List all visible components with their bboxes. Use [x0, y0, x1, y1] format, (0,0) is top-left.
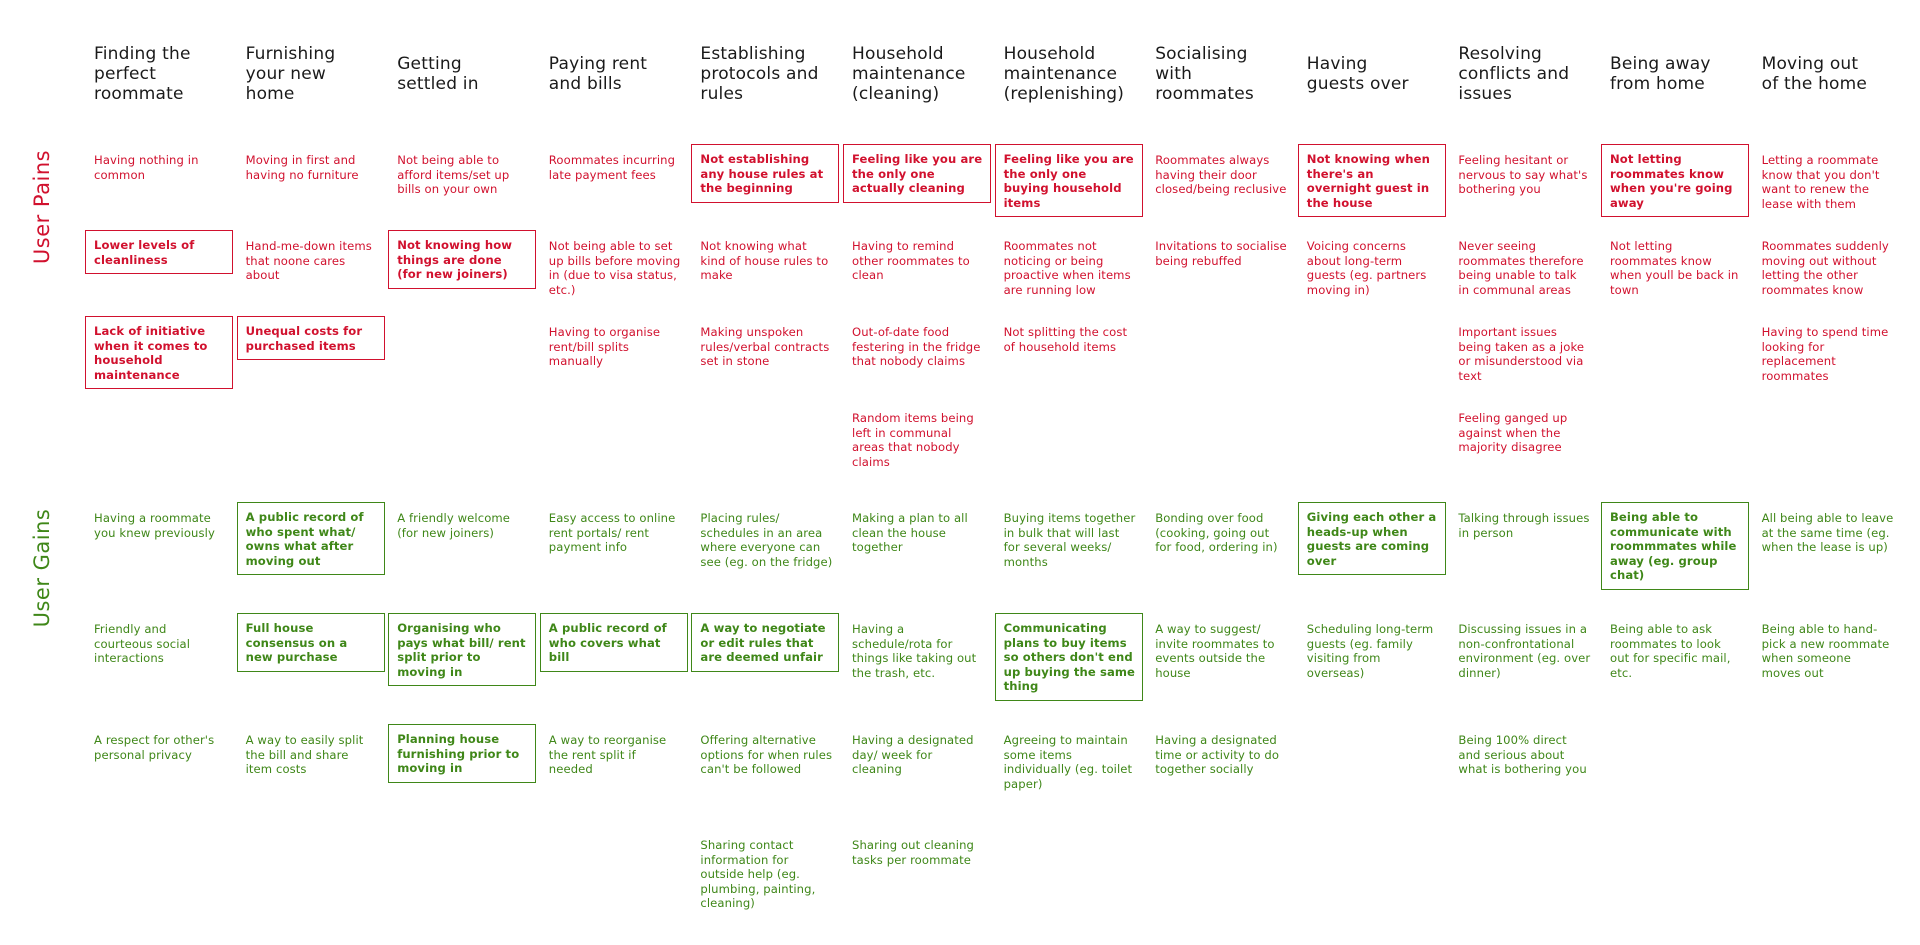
pain-note: Not letting roommates know when youll be… — [1610, 239, 1739, 297]
column-title: Household maintenance (cleaning) — [852, 44, 966, 104]
gain-note: A way to reorganise the rent split if ne… — [548, 733, 667, 777]
gain-note: Agreeing to maintain some items individu… — [1003, 733, 1133, 791]
gain-note: Easy access to online rent portals/ rent… — [548, 511, 676, 555]
column-title: Household maintenance (replenishing) — [1003, 44, 1125, 104]
gain-note: Having a schedule/rota for things like t… — [852, 622, 977, 680]
pain-note: Having to spend time looking for replace… — [1761, 325, 1889, 383]
pain-note: Moving in first and having no furniture — [245, 153, 359, 182]
pain-highlighted-note: Feeling like you are the only one buying… — [994, 144, 1143, 218]
gain-note: Scheduling long-term guests (eg. family … — [1306, 622, 1434, 680]
gain-note: A way to suggest/ invite roommates to ev… — [1155, 622, 1275, 680]
pain-highlighted-note: Lack of initiative when it comes to hous… — [85, 316, 233, 390]
pain-note: Out-of-date food festering in the fridge… — [852, 325, 981, 369]
pain-note: Roommates suddenly moving out without le… — [1761, 239, 1889, 297]
pain-note: Random items being left in communal area… — [852, 411, 974, 469]
user-pains-label: User Pains — [30, 149, 54, 265]
gain-note: Discussing issues in a non-confrontation… — [1458, 622, 1591, 680]
gain-note: A friendly welcome (for new joiners) — [397, 511, 511, 540]
gain-note: Placing rules/ schedules in an area wher… — [700, 511, 833, 569]
pain-note: Never seeing roommates therefore being u… — [1458, 239, 1584, 297]
pain-note: Having to organise rent/bill splits manu… — [548, 325, 661, 369]
gain-highlighted-note: Communicating plans to buy items so othe… — [994, 613, 1143, 701]
pain-highlighted-note: Not letting roommates know when you're g… — [1601, 144, 1749, 218]
column-title: Having guests over — [1306, 54, 1409, 94]
pain-note: Roommates incurring late payment fees — [548, 153, 676, 182]
pain-note: Important issues being taken as a joke o… — [1458, 325, 1585, 383]
gain-note: Having a designated time or activity to … — [1155, 733, 1280, 777]
column-title: Paying rent and bills — [548, 54, 648, 94]
gain-note: Talking through issues in person — [1458, 511, 1590, 540]
pain-highlighted-note: Not knowing how things are done (for new… — [388, 230, 537, 289]
pain-note: Voicing concerns about long-term guests … — [1306, 239, 1427, 297]
gain-highlighted-note: Organising who pays what bill/ rent spli… — [388, 613, 537, 687]
gain-note: Buying items together in bulk that will … — [1003, 511, 1136, 569]
gain-note: Bonding over food (cooking, going out fo… — [1155, 511, 1278, 555]
column-title: Socialising with roommates — [1155, 44, 1254, 104]
gain-note: Being able to hand-pick a new roommate w… — [1761, 622, 1890, 680]
pain-note: Having nothing in common — [94, 153, 199, 182]
pain-note: Hand-me-down items that noone cares abou… — [245, 239, 372, 283]
gain-note: Having a roommate you knew previously — [94, 511, 215, 540]
pain-note: Making unspoken rules/verbal contracts s… — [700, 325, 830, 369]
gain-note: A respect for other's personal privacy — [94, 733, 215, 762]
pain-note: Letting a roommate know that you don't w… — [1761, 153, 1880, 211]
column-title: Resolving conflicts and issues — [1458, 44, 1570, 104]
gain-highlighted-note: Giving each other a heads-up when guests… — [1297, 502, 1446, 576]
pain-highlighted-note: Not knowing when there's an overnight gu… — [1297, 144, 1446, 218]
pain-highlighted-note: Not establishing any house rules at the … — [691, 144, 840, 203]
column-title: Being away from home — [1610, 54, 1711, 94]
gain-note: Having a designated day/ week for cleani… — [852, 733, 974, 777]
gain-note: Making a plan to all clean the house tog… — [852, 511, 968, 555]
gain-highlighted-note: Being able to communicate with roommmate… — [1601, 502, 1749, 590]
pain-note: Not being able to set up bills before mo… — [548, 239, 681, 297]
gain-highlighted-note: A way to negotiate or edit rules that ar… — [691, 613, 840, 672]
column-title: Moving out of the home — [1761, 54, 1868, 94]
column-title: Furnishing your new home — [245, 44, 336, 104]
pain-note: Roommates not noticing or being proactiv… — [1003, 239, 1131, 297]
gain-highlighted-note: Full house consensus on a new purchase — [236, 613, 385, 672]
column-title: Getting settled in — [397, 54, 479, 94]
gain-note: Friendly and courteous social interactio… — [94, 622, 191, 666]
pain-note: Not knowing what kind of house rules to … — [700, 239, 829, 283]
gain-note: Offering alternative options for when ru… — [700, 733, 833, 777]
pain-note: Having to remind other roommates to clea… — [852, 239, 970, 283]
gain-note: Sharing contact information for outside … — [700, 838, 816, 911]
gain-highlighted-note: Planning house furnishing prior to movin… — [388, 724, 537, 783]
gain-note: A way to easily split the bill and share… — [245, 733, 364, 777]
pain-note: Roommates always having their door close… — [1155, 153, 1287, 197]
gain-highlighted-note: A public record of who covers what bill — [539, 613, 688, 672]
column-title: Establishing protocols and rules — [700, 44, 819, 104]
pain-note: Feeling hesitant or nervous to say what'… — [1458, 153, 1588, 197]
gain-note: Sharing out cleaning tasks per roommate — [852, 838, 974, 867]
gain-note: All being able to leave at the same time… — [1761, 511, 1894, 555]
column-title: Finding the perfect roommate — [94, 44, 191, 104]
pain-note: Not being able to afford items/set up bi… — [397, 153, 510, 197]
pain-highlighted-note: Feeling like you are the only one actual… — [843, 144, 991, 203]
gain-note: Being 100% direct and serious about what… — [1458, 733, 1587, 777]
pain-note: Invitations to socialise being rebuffed — [1155, 239, 1287, 268]
pain-highlighted-note: Unequal costs for purchased items — [236, 316, 385, 361]
gain-note: Being able to ask roommates to look out … — [1610, 622, 1731, 680]
pain-highlighted-note: Lower levels of cleanliness — [85, 230, 233, 275]
user-gains-label: User Gains — [30, 508, 54, 628]
pain-note: Feeling ganged up against when the major… — [1458, 411, 1568, 455]
pain-note: Not splitting the cost of household item… — [1003, 325, 1128, 354]
gain-highlighted-note: A public record of who spent what/ owns … — [236, 502, 385, 576]
